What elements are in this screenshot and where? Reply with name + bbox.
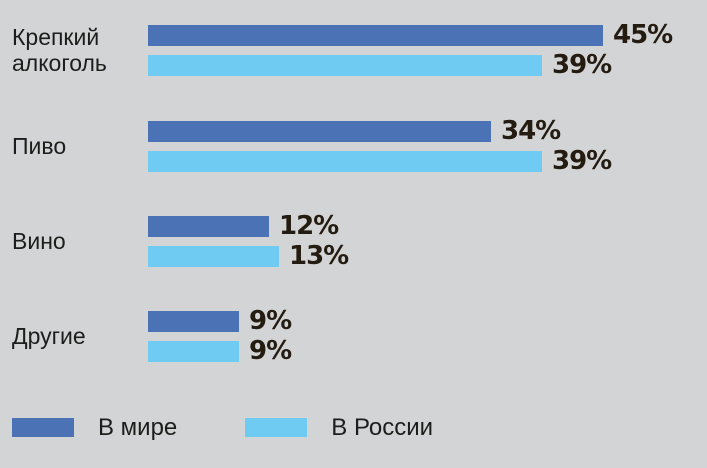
world-bar — [148, 215, 269, 237]
bar-line: 39% — [148, 50, 672, 80]
bar-line: 39% — [148, 146, 612, 176]
bar-group: 34% 39% — [148, 116, 612, 176]
world-legend-label: В мире — [98, 413, 178, 441]
bar-line: 9% — [148, 306, 292, 336]
chart-row: Другие 9% 9% — [12, 306, 707, 366]
bar-group: 9% 9% — [148, 306, 292, 366]
chart-row: Пиво 34% 39% — [12, 116, 707, 176]
russia-bar — [148, 150, 542, 172]
bar-group: 45% 39% — [148, 20, 673, 80]
bar-chart: Крепкий алкоголь 45% 39% Пиво 34% 39% Вино 12% 1… — [12, 20, 707, 366]
value-label: 9% — [249, 336, 292, 367]
world-bar — [148, 120, 491, 142]
chart-row: Вино 12% 13% — [12, 211, 707, 271]
bar-line: 9% — [148, 336, 292, 366]
bar-line: 13% — [148, 241, 349, 271]
bar-line: 34% — [148, 116, 611, 146]
category-label: Пиво — [12, 133, 67, 160]
world-bar — [148, 24, 603, 46]
russia-legend-swatch — [245, 418, 308, 438]
category-label: Вино — [12, 228, 66, 255]
russia-bar — [148, 340, 239, 362]
category-label: Другие — [12, 323, 86, 350]
value-label: 9% — [249, 306, 292, 337]
value-label: 39% — [552, 146, 612, 177]
value-label: 39% — [552, 50, 612, 81]
world-legend-swatch — [12, 418, 74, 438]
value-label: 12% — [279, 211, 339, 242]
legend: В мире В России — [0, 414, 707, 442]
value-label: 13% — [289, 241, 349, 272]
bar-line: 45% — [148, 20, 673, 50]
bar-line: 12% — [148, 211, 348, 241]
value-label: 45% — [613, 20, 673, 51]
bar-group: 12% 13% — [148, 211, 349, 271]
category-label: Крепкий алкоголь — [12, 24, 107, 77]
russia-bar — [148, 245, 279, 267]
world-bar — [148, 310, 239, 332]
russia-bar — [148, 54, 542, 76]
russia-legend-label: В России — [331, 413, 434, 441]
value-label: 34% — [501, 116, 561, 147]
chart-row: Крепкий алкоголь 45% 39% — [12, 20, 707, 80]
